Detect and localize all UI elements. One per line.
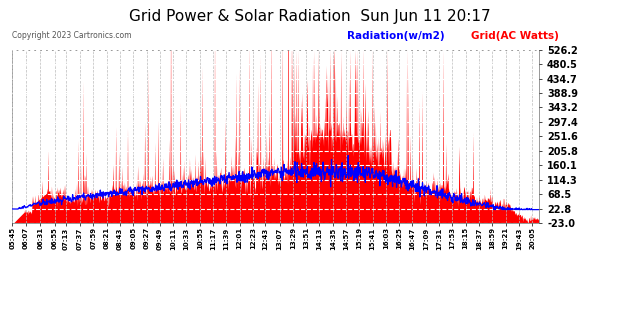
Text: Grid(AC Watts): Grid(AC Watts) [471, 31, 559, 41]
Text: Grid Power & Solar Radiation  Sun Jun 11 20:17: Grid Power & Solar Radiation Sun Jun 11 … [129, 9, 491, 24]
Text: Copyright 2023 Cartronics.com: Copyright 2023 Cartronics.com [12, 31, 132, 40]
Text: Radiation(w/m2): Radiation(w/m2) [347, 31, 445, 41]
